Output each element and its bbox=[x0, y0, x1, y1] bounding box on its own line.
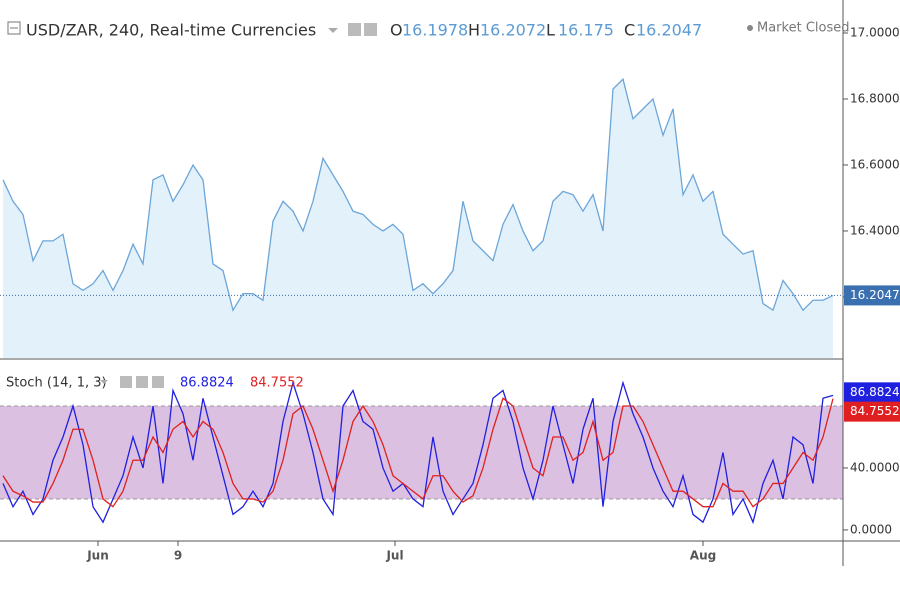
market-status: Market Closed bbox=[757, 21, 850, 36]
y-tick-label: 16.4000 bbox=[850, 223, 900, 237]
y-tick-label: 16.6000 bbox=[850, 157, 900, 171]
indicator-settings[interactable] bbox=[136, 376, 148, 388]
value-tag-label: 86.8824 bbox=[850, 385, 900, 399]
series-line bbox=[2, 380, 834, 525]
value-tag bbox=[844, 382, 900, 403]
value-tag-label: 84.7552 bbox=[850, 404, 900, 418]
k-legend-value: 86.8824 bbox=[180, 376, 234, 391]
settings-button[interactable] bbox=[364, 23, 377, 36]
x-tick-label: Aug bbox=[690, 549, 716, 563]
price-area bbox=[3, 79, 833, 359]
ohlc-value: 16.2047 bbox=[636, 21, 702, 40]
ohlc-label: H bbox=[468, 21, 480, 40]
ohlc-label: L bbox=[546, 21, 555, 40]
last-price-tag bbox=[844, 285, 900, 306]
value-tag bbox=[844, 401, 900, 422]
y-tick-label: 17.0000 bbox=[850, 25, 900, 39]
ohlc-label: C bbox=[624, 21, 635, 40]
indicator-remove[interactable] bbox=[152, 376, 164, 388]
ohlc-value: 16.175 bbox=[558, 21, 614, 40]
visibility-button[interactable] bbox=[348, 23, 361, 36]
indicator-menu[interactable] bbox=[100, 380, 108, 384]
x-tick-label: Jul bbox=[385, 549, 403, 563]
ohlc-label: O bbox=[390, 21, 403, 40]
indicator-title: Stoch (14, 1, 3) bbox=[6, 376, 107, 391]
y-tick-label: 16.8000 bbox=[850, 91, 900, 105]
status-dot bbox=[747, 25, 753, 31]
series-line bbox=[2, 397, 834, 508]
y-tick-label: 40.0000 bbox=[850, 460, 900, 474]
series-line bbox=[2, 77, 834, 312]
band-fill bbox=[0, 406, 843, 499]
y-tick-label: 0.0000 bbox=[850, 522, 892, 536]
ohlc-value: 16.1978 bbox=[402, 21, 468, 40]
symbol-title: USD/ZAR, 240, Real-time Currencies bbox=[26, 21, 316, 40]
indicator-visibility[interactable] bbox=[120, 376, 132, 388]
collapse-button[interactable] bbox=[7, 21, 21, 35]
x-tick-label: Jun bbox=[86, 549, 109, 563]
x-tick-label: 9 bbox=[174, 549, 182, 563]
ohlc-legend: O 16.1978 H 16.2072 L 16.175 C 16.2047 bbox=[390, 21, 702, 40]
symbol-menu[interactable] bbox=[328, 28, 338, 33]
plot-layer: 16.200016.400016.600016.800017.000016.20… bbox=[0, 25, 900, 563]
last-price-label: 16.2047 bbox=[850, 288, 900, 302]
d-legend-value: 84.7552 bbox=[250, 376, 304, 391]
ohlc-value: 16.2072 bbox=[480, 21, 546, 40]
